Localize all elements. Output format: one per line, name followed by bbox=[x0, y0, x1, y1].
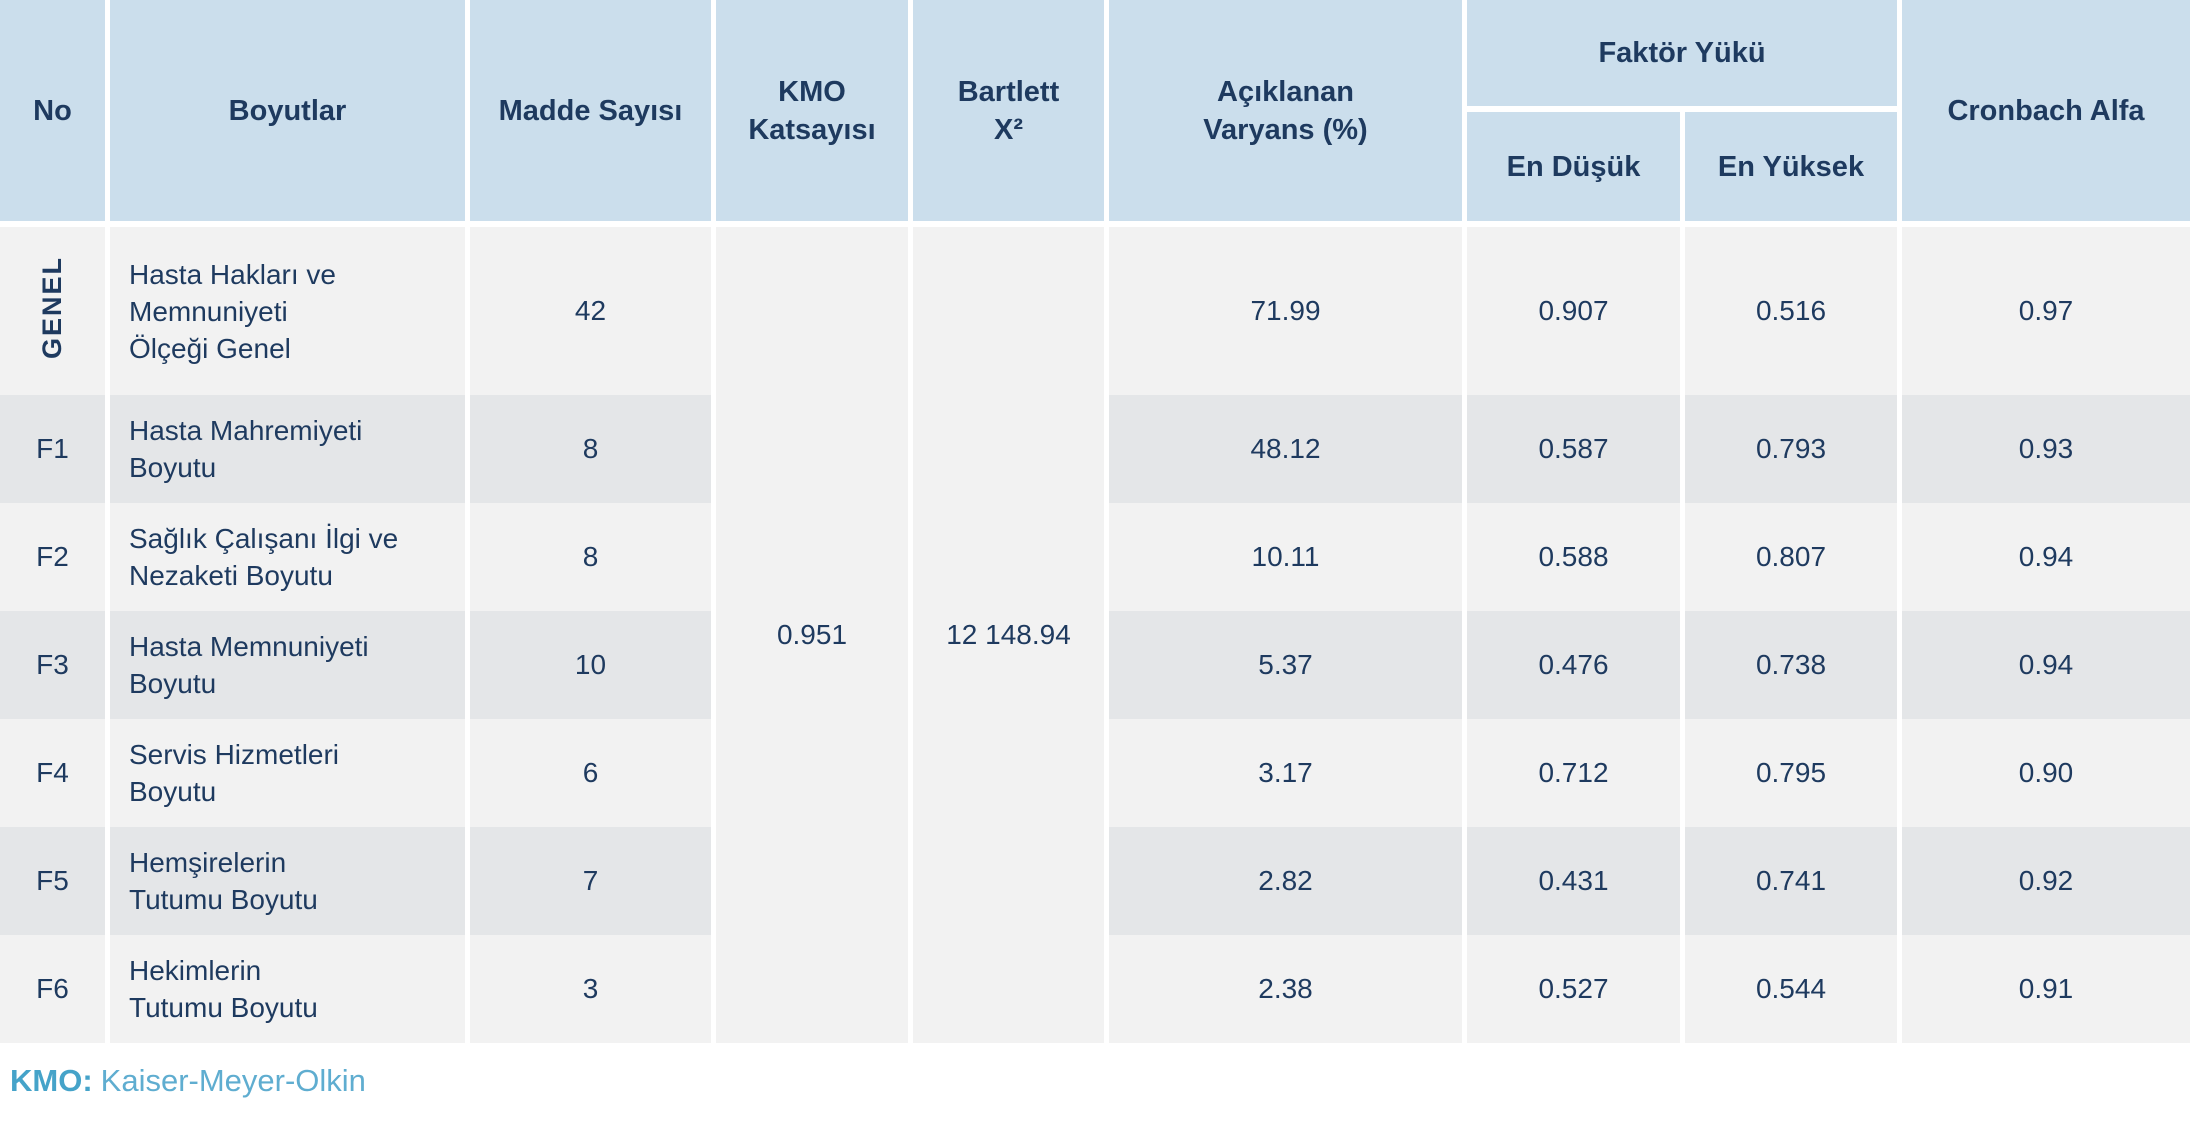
row-madde-value: 7 bbox=[470, 827, 716, 935]
table-footnote: KMO: Kaiser-Meyer-Olkin bbox=[10, 1063, 2190, 1099]
col-header-en-dusuk: En Düşük bbox=[1467, 112, 1685, 227]
row-boyut-label: Hasta Hakları ve Memnuniyeti Ölçeği Gene… bbox=[129, 258, 336, 364]
col-header-en-yuksek: En Yüksek bbox=[1685, 112, 1902, 227]
row-no-label: F6 bbox=[36, 973, 69, 1004]
header-row-sub: En Düşük En Yüksek bbox=[0, 112, 2190, 227]
row-varyans-value: 71.99 bbox=[1109, 227, 1467, 395]
row-boyut-label: Hasta Memnuniyeti Boyutu bbox=[129, 631, 369, 699]
row-en-yuksek-value: 0.807 bbox=[1685, 503, 1902, 611]
row-en-dusuk-value: 0.907 bbox=[1467, 227, 1685, 395]
table-row: F4 Servis Hizmetleri Boyutu 6 3.17 0.712… bbox=[0, 719, 2190, 827]
row-cronbach-value: 0.94 bbox=[1902, 503, 2190, 611]
table-body: GENEL Hasta Hakları ve Memnuniyeti Ölçeğ… bbox=[0, 227, 2190, 1043]
row-en-yuksek-value: 0.516 bbox=[1685, 227, 1902, 395]
row-no-label: F5 bbox=[36, 865, 69, 896]
row-no-label: GENEL bbox=[37, 255, 67, 359]
row-boyut-label: Hemşirelerin Tutumu Boyutu bbox=[129, 847, 318, 915]
col-header-bartlett: Bartlett X² bbox=[913, 0, 1109, 227]
row-en-dusuk-value: 0.587 bbox=[1467, 395, 1685, 503]
row-cronbach-value: 0.93 bbox=[1902, 395, 2190, 503]
col-header-boyutlar: Boyutlar bbox=[110, 0, 470, 227]
row-cronbach-value: 0.90 bbox=[1902, 719, 2190, 827]
row-boyut-label: Hasta Mahremiyeti Boyutu bbox=[129, 415, 363, 483]
table-row: F6 Hekimlerin Tutumu Boyutu 3 2.38 0.527… bbox=[0, 935, 2190, 1043]
row-cronbach-value: 0.92 bbox=[1902, 827, 2190, 935]
table-row: F3 Hasta Memnuniyeti Boyutu 10 5.37 0.47… bbox=[0, 611, 2190, 719]
col-header-no: No bbox=[0, 0, 110, 227]
col-header-madde-sayisi: Madde Sayısı bbox=[470, 0, 716, 227]
row-boyut-label: Sağlık Çalışanı İlgi ve Nezaketi Boyutu bbox=[129, 523, 399, 591]
row-cronbach-value: 0.91 bbox=[1902, 935, 2190, 1043]
row-madde-value: 42 bbox=[470, 227, 716, 395]
row-no-label: F3 bbox=[36, 649, 69, 680]
table-row: F1 Hasta Mahremiyeti Boyutu 8 48.12 0.58… bbox=[0, 395, 2190, 503]
row-en-dusuk-value: 0.527 bbox=[1467, 935, 1685, 1043]
row-varyans-value: 2.38 bbox=[1109, 935, 1467, 1043]
row-boyut-label: Hekimlerin Tutumu Boyutu bbox=[129, 955, 318, 1023]
row-no-label: F4 bbox=[36, 757, 69, 788]
row-en-yuksek-value: 0.738 bbox=[1685, 611, 1902, 719]
row-boyut-label: Servis Hizmetleri Boyutu bbox=[129, 739, 340, 807]
row-varyans-value: 48.12 bbox=[1109, 395, 1467, 503]
header-row-top: No Boyutlar Madde Sayısı KMO Katsayısı B… bbox=[0, 0, 2190, 227]
row-madde-value: 10 bbox=[470, 611, 716, 719]
factor-analysis-table: No Boyutlar Madde Sayısı KMO Katsayısı B… bbox=[0, 0, 2190, 1043]
row-en-yuksek-value: 0.741 bbox=[1685, 827, 1902, 935]
col-header-cronbach: Cronbach Alfa bbox=[1902, 0, 2190, 227]
row-madde-value: 3 bbox=[470, 935, 716, 1043]
footnote-label: KMO: bbox=[10, 1063, 93, 1098]
row-en-yuksek-value: 0.795 bbox=[1685, 719, 1902, 827]
row-en-yuksek-value: 0.544 bbox=[1685, 935, 1902, 1043]
row-varyans-value: 2.82 bbox=[1109, 827, 1467, 935]
row-no-label: F1 bbox=[36, 433, 69, 464]
row-madde-value: 8 bbox=[470, 395, 716, 503]
row-en-dusuk-value: 0.588 bbox=[1467, 503, 1685, 611]
kmo-merged-value: 0.951 bbox=[716, 227, 913, 1043]
row-cronbach-value: 0.97 bbox=[1902, 227, 2190, 395]
col-header-faktor-yuku: Faktör Yükü bbox=[1467, 0, 1902, 112]
row-en-yuksek-value: 0.793 bbox=[1685, 395, 1902, 503]
row-varyans-value: 3.17 bbox=[1109, 719, 1467, 827]
table-row: GENEL Hasta Hakları ve Memnuniyeti Ölçeğ… bbox=[0, 227, 2190, 1043]
table-header: No Boyutlar Madde Sayısı KMO Katsayısı B… bbox=[0, 0, 2190, 227]
col-header-varyans: Açıklanan Varyans (%) bbox=[1109, 0, 1467, 227]
table-row: F5 Hemşirelerin Tutumu Boyutu 7 2.82 0.4… bbox=[0, 827, 2190, 935]
row-en-dusuk-value: 0.476 bbox=[1467, 611, 1685, 719]
row-varyans-value: 10.11 bbox=[1109, 503, 1467, 611]
row-en-dusuk-value: 0.712 bbox=[1467, 719, 1685, 827]
row-madde-value: 8 bbox=[470, 503, 716, 611]
bartlett-merged-value: 12 148.94 bbox=[913, 227, 1109, 1043]
row-madde-value: 6 bbox=[470, 719, 716, 827]
table-row: F2 Sağlık Çalışanı İlgi ve Nezaketi Boyu… bbox=[0, 503, 2190, 611]
row-no-label: F2 bbox=[36, 541, 69, 572]
col-header-kmo: KMO Katsayısı bbox=[716, 0, 913, 227]
footnote-text: Kaiser-Meyer-Olkin bbox=[100, 1063, 366, 1098]
row-en-dusuk-value: 0.431 bbox=[1467, 827, 1685, 935]
row-varyans-value: 5.37 bbox=[1109, 611, 1467, 719]
row-cronbach-value: 0.94 bbox=[1902, 611, 2190, 719]
